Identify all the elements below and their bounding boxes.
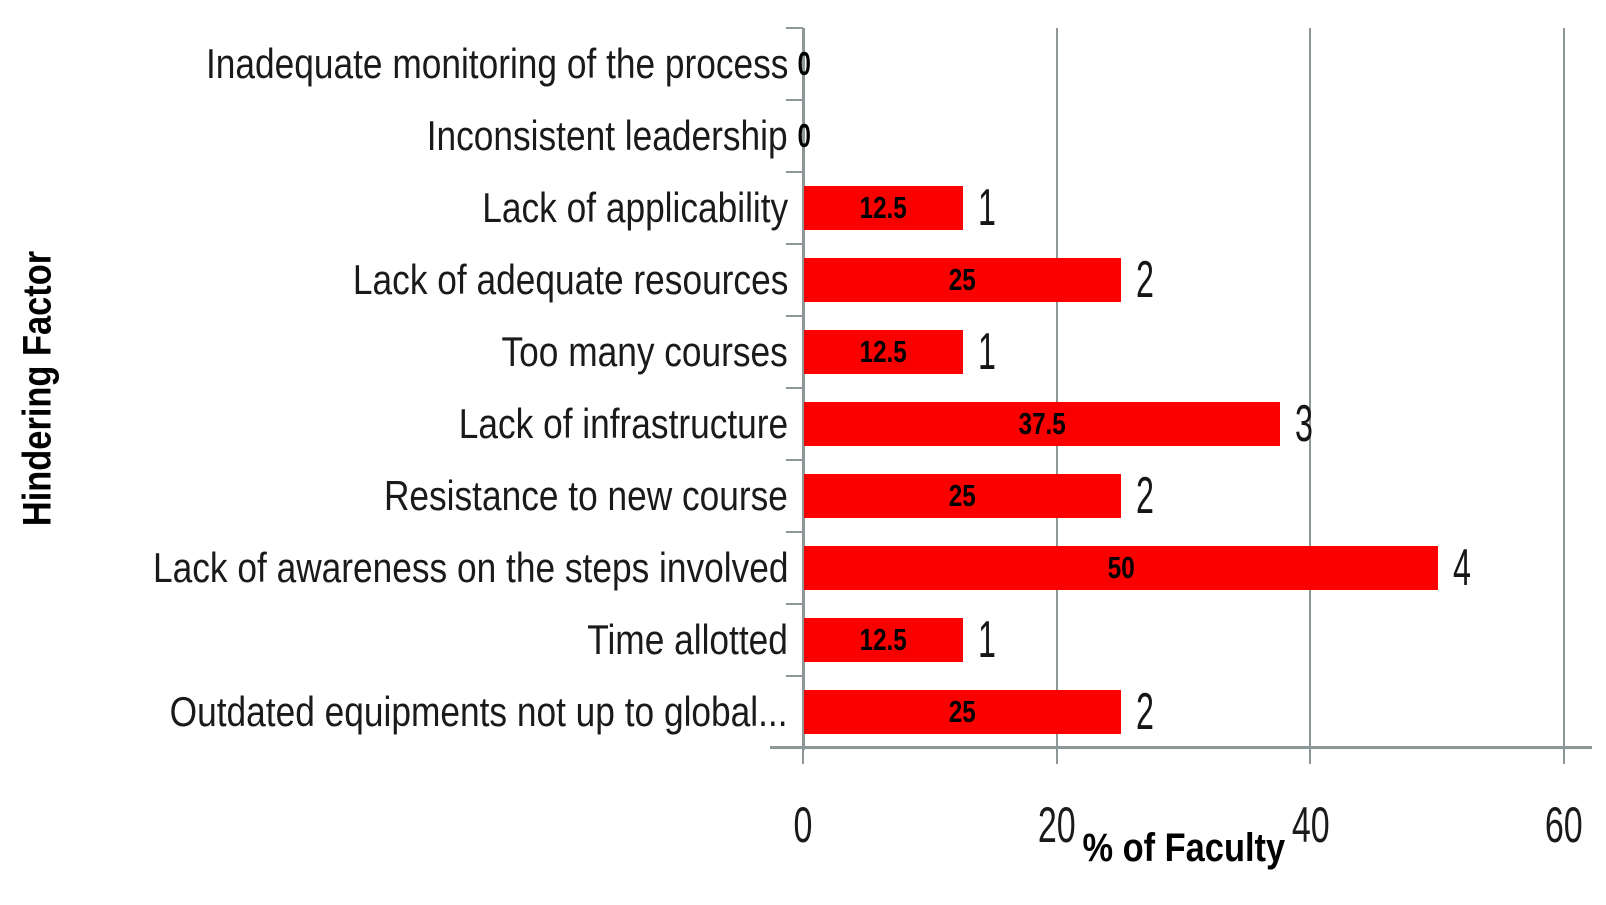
y-axis-title-text: Hindering Factor: [15, 250, 60, 526]
count-label: 3: [1295, 388, 1324, 460]
gridline: [1309, 28, 1312, 748]
category-label: Inconsistent leadership: [60, 100, 788, 172]
x-axis-tick: [802, 749, 804, 764]
x-tick-label: 60: [1484, 796, 1606, 854]
y-axis-tick: [786, 531, 803, 533]
count-label: 2: [1136, 676, 1165, 748]
y-axis-tick: [786, 171, 803, 173]
zero-value-label: 0: [744, 28, 864, 100]
category-label-text: Lack of infrastructure: [458, 400, 788, 447]
value-label-text: 37.5: [1018, 406, 1066, 441]
x-tick-label-text: 40: [1291, 797, 1330, 853]
category-label: Inadequate monitoring of the process: [60, 28, 788, 100]
gridline: [1563, 28, 1565, 748]
count-label: 4: [1453, 532, 1482, 604]
value-label: 12.5: [804, 186, 963, 230]
category-label-text: Lack of adequate resources: [352, 256, 788, 303]
count-label: 1: [978, 604, 1007, 676]
count-label-text: 1: [977, 323, 996, 381]
category-label: Time allotted: [60, 604, 788, 676]
y-axis-tick: [786, 387, 803, 389]
value-label: 12.5: [804, 618, 963, 662]
value-label: 12.5: [804, 330, 963, 374]
count-label-text: 1: [977, 179, 996, 237]
x-axis-tick: [1055, 749, 1058, 764]
y-axis-tick: [786, 459, 803, 461]
count-label-text: 4: [1453, 539, 1472, 597]
bar: [804, 618, 963, 662]
value-label-text: 25: [949, 694, 976, 729]
x-tick-label-text: 0: [793, 797, 813, 853]
count-label-text: 3: [1294, 395, 1313, 453]
value-label-text: 25: [949, 478, 976, 513]
y-axis-tick: [786, 99, 803, 101]
y-axis-tick: [786, 315, 803, 317]
category-label: Lack of adequate resources: [60, 244, 788, 316]
category-label-text: Time allotted: [587, 616, 788, 663]
count-label-text: 2: [1136, 683, 1155, 741]
category-label: Resistance to new course: [60, 460, 788, 532]
x-axis-title-text: % of Faculty: [1082, 826, 1285, 870]
value-label-text: 25: [949, 262, 976, 297]
value-label-text: 12.5: [859, 334, 907, 369]
zero-value-label: 0: [744, 100, 864, 172]
category-label-text: Resistance to new course: [384, 472, 788, 519]
x-tick-label-text: 60: [1545, 797, 1583, 853]
value-label-text: 12.5: [859, 622, 907, 657]
bar: [804, 186, 963, 230]
value-label: 25: [804, 690, 1121, 734]
x-tick-label-text: 20: [1037, 797, 1076, 853]
category-label-text: Inconsistent leadership: [427, 112, 788, 159]
count-label-text: 1: [977, 611, 996, 669]
value-label: 37.5: [804, 402, 1280, 446]
value-label-text: 12.5: [859, 190, 907, 225]
x-axis-tick: [1309, 749, 1312, 764]
bar: [804, 546, 1439, 590]
plot-area: 0 0 12.5 1 25 2 12.5 1 37.5 3 25 2 50 4 12.5 1 25 2 0 20 40…: [770, 27, 1592, 853]
x-axis-title: % of Faculty: [803, 826, 1564, 871]
x-tick-label: 20: [977, 796, 1137, 854]
category-label-text: Lack of awareness on the steps involved: [152, 544, 788, 591]
zero-value-label-text: 0: [797, 117, 811, 154]
bar: [804, 402, 1280, 446]
y-axis-tick: [786, 747, 803, 749]
x-tick-label: 0: [723, 796, 883, 854]
x-tick-label: 40: [1230, 796, 1390, 854]
category-label: Lack of awareness on the steps involved: [60, 532, 788, 604]
gridline: [1055, 28, 1058, 748]
count-label-text: 2: [1136, 467, 1155, 525]
count-label: 1: [978, 172, 1007, 244]
category-label: Too many courses: [60, 316, 788, 388]
count-label: 1: [978, 316, 1007, 388]
bar: [804, 258, 1122, 302]
category-label-text: Too many courses: [501, 328, 788, 375]
value-label: 25: [804, 258, 1121, 302]
category-label: Lack of applicability: [60, 172, 788, 244]
value-label: 25: [804, 474, 1121, 518]
y-axis-tick: [786, 603, 803, 605]
bar: [804, 690, 1122, 734]
zero-value-label-text: 0: [797, 45, 811, 82]
value-label-text: 50: [1107, 550, 1135, 585]
category-label-text: Inadequate monitoring of the process: [205, 40, 788, 87]
count-label: 2: [1136, 460, 1165, 532]
category-label-text: Outdated equipments not up to global...: [170, 688, 788, 735]
y-axis-tick: [786, 243, 803, 245]
x-axis-tick: [1563, 749, 1565, 764]
x-axis-line: [770, 746, 1592, 749]
y-axis-tick: [786, 27, 803, 29]
category-label-text: Lack of applicability: [482, 184, 788, 231]
bar: [804, 474, 1122, 518]
y-axis-line: [802, 28, 805, 750]
value-label: 50: [804, 546, 1438, 590]
bar: [804, 330, 963, 374]
count-label-text: 2: [1136, 251, 1155, 309]
count-label: 2: [1136, 244, 1165, 316]
category-label: Lack of infrastructure: [60, 388, 788, 460]
category-label: Outdated equipments not up to global...: [60, 676, 788, 748]
y-axis-tick: [786, 675, 803, 677]
